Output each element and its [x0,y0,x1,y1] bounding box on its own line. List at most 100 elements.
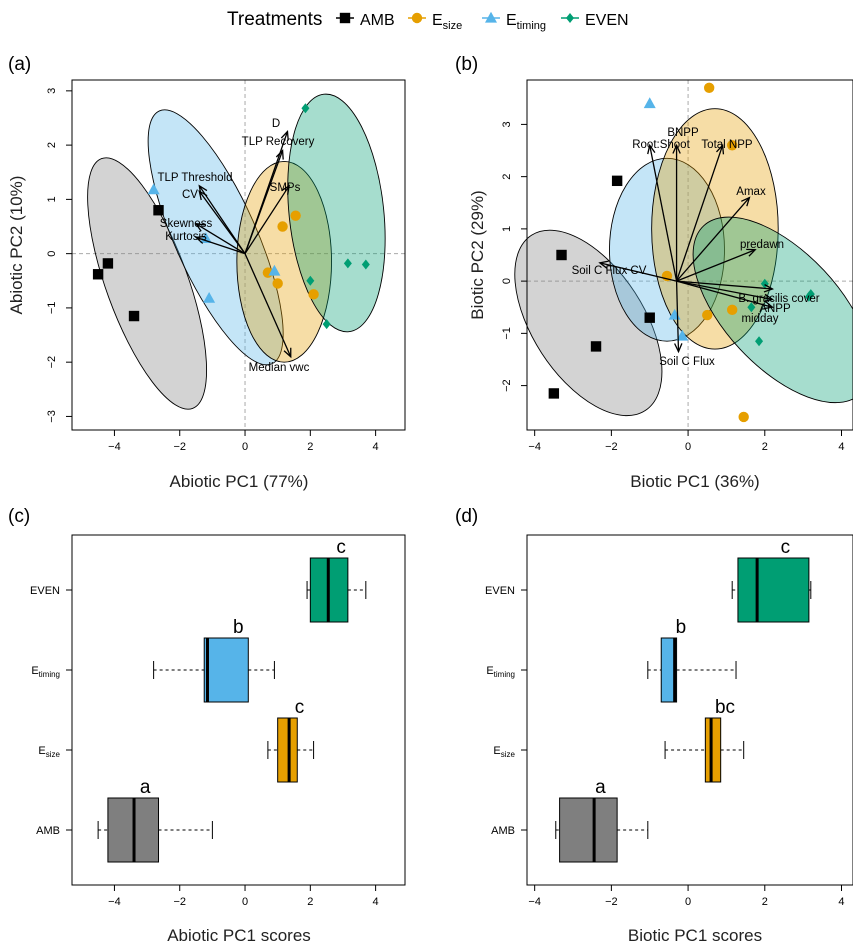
x-tick-label: 2 [762,896,768,908]
xlabel-b: Biotic PC1 (36%) [630,472,759,491]
box-AMB [559,797,618,863]
x-tick-label: 2 [307,441,313,453]
panel-tag-a: (a) [8,54,31,75]
loading-label: B. gracilis cover [738,293,819,305]
point-Esize [738,411,749,423]
x-tick-label: 0 [242,896,248,908]
loading-arrow [676,249,756,282]
y-tick-label: −2 [501,379,513,392]
point-AMB [128,310,140,322]
x-tick-label: −2 [605,896,618,908]
point-Etiming [203,291,216,303]
x-tick-label: −2 [173,441,186,453]
loading-label: Median vwc [249,362,310,374]
legend-label-EVEN: EVEN [585,12,629,29]
y-tick-label: −2 [46,356,58,369]
loading-label: Amax [736,186,766,198]
arrow-head [598,260,609,269]
loading-label: TLP Recovery [242,136,315,148]
box-Etiming [660,637,678,703]
box-category-label: Etiming [486,665,515,679]
legend-marker-Esize [411,12,423,24]
xlabel-d: Biotic PC1 scores [628,926,762,945]
loading-arrow [198,190,246,255]
loading-arrow [675,281,680,352]
arrow-head [283,347,292,359]
box-row-Esize: Esize bc [493,697,745,783]
y-tick-label: 0 [501,278,513,284]
point-EVEN [306,275,315,286]
arrow-head [674,343,683,354]
point-AMB [590,341,602,352]
legend-title: Treatments [227,9,322,30]
point-Etiming [676,329,689,341]
box-category-label: AMB [36,825,60,837]
x-tick-label: 0 [685,441,691,453]
box-row-EVEN: EVEN c [485,537,812,623]
ellipse-Etiming [609,157,725,342]
point-EVEN [322,319,331,330]
x-tick-label: 0 [242,441,248,453]
legend-items: AMB Esize Etiming EVEN [336,11,629,32]
xlabel-a: Abiotic PC1 (77%) [170,472,309,491]
point-AMB [92,269,104,280]
box-row-Etiming: Etiming b [486,617,737,703]
x-tick-label: −4 [528,441,541,453]
loading-label: Root:Shoot [632,139,690,151]
box-row-Esize: Esize c [38,697,315,783]
point-EVEN [755,336,764,347]
point-Esize [277,221,288,232]
loading-arrow [649,145,678,282]
significance-letter: a [595,777,606,798]
legend-item-EVEN: EVEN [561,12,629,29]
plot-frame [526,534,853,886]
significance-letter: c [336,537,346,558]
arrow-head [763,301,774,310]
point-Esize [726,304,738,316]
point-Etiming [199,232,212,244]
point-AMB [611,175,623,187]
significance-letter: b [676,617,687,638]
arrow-head [672,143,681,154]
box-category-label: AMB [491,825,515,837]
ellipse-EVEN [287,93,386,333]
box-category-label: EVEN [485,585,515,597]
boxplot-abiotic: Abiotic PC1 scores −4 −2 0 2 4EVENcEtimingbE… [30,534,406,945]
x-tick-label: −2 [173,896,186,908]
loading-label: SMPs [270,182,301,194]
point-Esize [290,210,301,221]
box-row-EVEN: EVEN c [30,537,367,623]
loading-label: BNPP [667,127,699,139]
plot-frame [71,79,406,431]
y-tick-label: 2 [501,174,513,180]
panel-tag-d: (d) [455,506,478,527]
loading-label: TLP Threshold [157,172,232,184]
loading-arrow [195,236,246,255]
x-tick-label: 0 [685,896,691,908]
point-AMB [644,312,655,323]
point-Esize [308,289,319,300]
significance-letter: c [295,697,305,718]
point-Etiming [147,183,160,195]
loading-arrow [599,262,677,282]
ylabel-a: Abiotic PC2 (10%) [7,176,26,315]
box-row-AMB: AMB a [491,777,649,863]
legend-item-Etiming: Etiming [482,11,546,32]
panel-tag-b: (b) [455,54,478,75]
arrow-head [280,130,289,141]
boxplot-biotic: Biotic PC1 scores −4 −2 0 2 4 EVEN c Etiming b Es… [485,534,853,945]
biplot-biotic: Biotic PC1 (36%) Biotic PC2 (29%) BNPPRo… [468,79,853,491]
legend-item-Esize: Esize [408,12,462,32]
loading-label: Total NPP [701,139,752,151]
x-tick-label: 4 [838,896,844,908]
significance-letter: b [233,617,244,638]
point-EVEN [806,289,815,300]
box-category-label: Esize [493,745,515,759]
point-AMB [153,205,164,216]
x-tick-label: 4 [373,896,379,908]
point-Esize [726,140,738,151]
point-Etiming [268,264,281,276]
box-row-AMB: AMB a [36,777,213,863]
ellipse-Etiming [147,109,284,366]
